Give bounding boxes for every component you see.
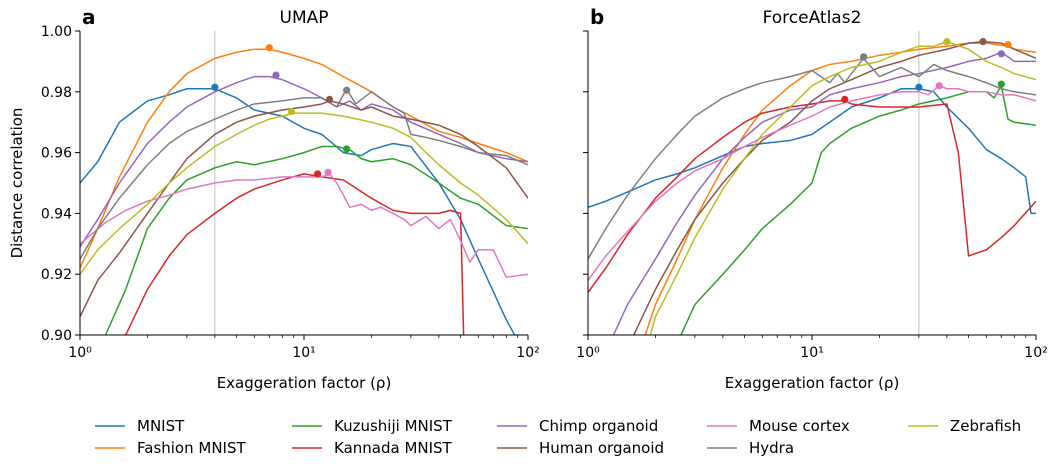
series-line-kannada-mnist: [588, 100, 1036, 293]
max-point-kuzushiji-mnist: [997, 80, 1005, 88]
series-group: [588, 40, 1036, 335]
x-tick-label: 10²: [516, 345, 539, 361]
x-axis-label: Exaggeration factor (ρ): [725, 374, 900, 392]
y-tick-label: 0.98: [41, 85, 72, 101]
max-point-mouse-cortex: [324, 168, 332, 176]
series-line-fashion-mnist: [80, 48, 528, 269]
panel-letter: a: [82, 5, 96, 29]
legend-item-chimp-organoid: Chimp organoid: [497, 417, 658, 435]
x-tick-label: 10¹: [292, 345, 315, 361]
legend-label: Kannada MNIST: [334, 439, 453, 457]
series-line-human-organoid: [80, 100, 528, 318]
y-tick-label: 0.90: [41, 328, 72, 344]
max-point-zebrafish: [943, 38, 951, 46]
x-tick-label: 10¹: [800, 345, 823, 361]
series-line-zebrafish: [649, 40, 1036, 335]
y-tick-label: 0.96: [41, 146, 72, 162]
series-line-mnist: [588, 88, 1036, 215]
series-line-hydra: [80, 88, 528, 260]
series-group: [80, 48, 528, 335]
max-point-mouse-cortex: [935, 82, 943, 90]
series-line-fashion-mnist: [644, 42, 1036, 335]
y-tick-label: 0.92: [41, 267, 72, 283]
legend-label: Kuzushiji MNIST: [334, 417, 453, 435]
y-axis-label: Distance correlation: [8, 108, 26, 259]
x-axis-label: Exaggeration factor (ρ): [217, 374, 392, 392]
chart-panels: 10⁰ 10¹ 10² 0.90 0.92 0.94 0.96 0.98 1.00 UMAP a Ex…: [8, 5, 1048, 392]
series-line-kuzushiji-mnist: [680, 84, 1036, 335]
panel-b: 10⁰ 10¹ 10² ForceAtlas2 b Exaggeration factor…: [576, 5, 1047, 392]
series-line-human-organoid: [633, 40, 1036, 335]
series-line-chimp-organoid: [80, 75, 528, 248]
max-point-kuzushiji-mnist: [343, 145, 351, 153]
legend-item-kannada-mnist: Kannada MNIST: [292, 439, 453, 457]
max-point-human-organoid: [325, 95, 334, 103]
series-line-chimp-organoid: [612, 51, 1036, 335]
series-line-mouse-cortex: [588, 84, 1036, 281]
legend-item-kuzushiji-mnist: Kuzushiji MNIST: [292, 417, 453, 435]
max-point-fashion-mnist: [1004, 41, 1012, 49]
max-point-hydra: [860, 53, 868, 61]
max-point-kannada-mnist: [841, 95, 849, 103]
max-point-hydra: [343, 86, 351, 94]
max-point-mnist: [915, 83, 923, 91]
max-point-chimp-organoid: [997, 50, 1005, 58]
series-line-mnist: [80, 88, 516, 335]
series-line-mouse-cortex: [80, 173, 528, 278]
legend-item-mouse-cortex: Mouse cortex: [707, 417, 850, 435]
panel-title: UMAP: [280, 8, 329, 28]
max-point-fashion-mnist: [265, 44, 273, 52]
panel-title: ForceAtlas2: [763, 8, 862, 28]
legend-label: MNIST: [137, 417, 185, 435]
max-point-chimp-organoid: [272, 71, 280, 79]
x-tick-label: 10⁰: [68, 345, 92, 361]
legend-label: Chimp organoid: [539, 417, 658, 435]
legend-item-zebrafish: Zebrafish: [908, 417, 1021, 435]
max-point-kannada-mnist: [313, 170, 322, 178]
legend-label: Fashion MNIST: [137, 439, 246, 457]
legend-item-hydra: Hydra: [707, 439, 794, 457]
series-line-hydra: [588, 57, 1036, 260]
max-point-mnist: [211, 83, 219, 91]
x-tick-label: 10²: [1024, 345, 1047, 361]
y-tick-label: 0.94: [41, 206, 72, 222]
legend-item-human-organoid: Human organoid: [497, 439, 664, 457]
legend-label: Mouse cortex: [749, 417, 850, 435]
panel-a: 10⁰ 10¹ 10² 0.90 0.92 0.94 0.96 0.98 1.00 UMAP a Ex…: [8, 5, 540, 392]
legend-item-fashion-mnist: Fashion MNIST: [95, 439, 246, 457]
series-line-zebrafish: [80, 112, 528, 275]
max-point-zebrafish: [287, 107, 296, 116]
max-point-human-organoid: [979, 38, 987, 46]
legend-label: Zebrafish: [950, 417, 1021, 435]
panel-letter: b: [590, 5, 604, 29]
x-tick-label: 10⁰: [576, 345, 600, 361]
legend-item-mnist: MNIST: [95, 417, 185, 435]
legend-label: Hydra: [749, 439, 794, 457]
y-tick-label: 1.00: [41, 24, 72, 40]
legend: MNIST Fashion MNIST Kuzushiji MNIST Kannada…: [95, 417, 1021, 457]
series-line-kuzushiji-mnist: [104, 145, 528, 335]
legend-label: Human organoid: [539, 439, 664, 457]
